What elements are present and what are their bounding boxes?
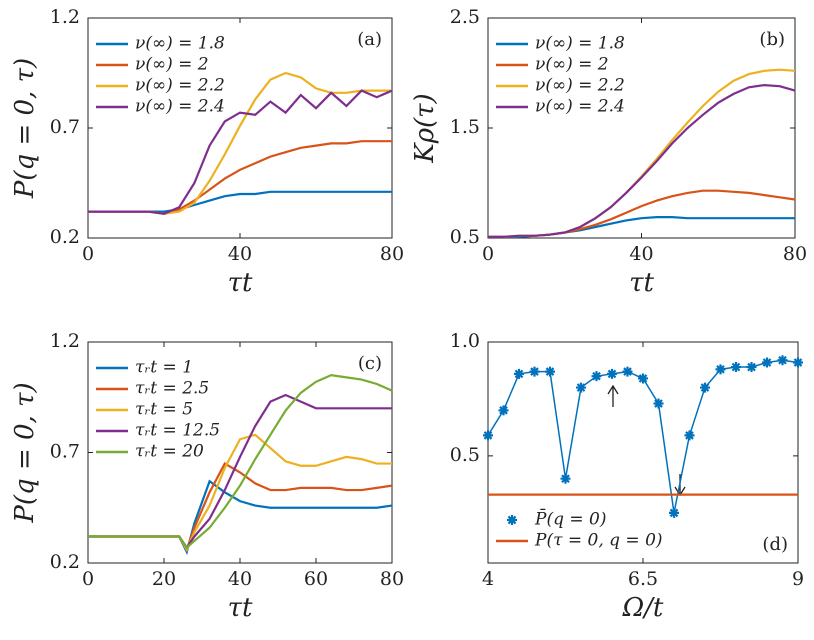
legend-label: τᵣt = 12.5 xyxy=(135,421,220,441)
panel-label: (b) xyxy=(759,29,785,50)
marker xyxy=(746,362,757,373)
legend-label: τᵣt = 2.5 xyxy=(135,379,209,399)
marker xyxy=(529,366,540,377)
x-tick-label: 40 xyxy=(629,243,653,265)
x-tick-label: 0 xyxy=(82,568,94,590)
y-tick-label: 1.0 xyxy=(450,330,480,352)
panel-label: (a) xyxy=(357,29,382,50)
x-tick-label: 9 xyxy=(792,568,804,590)
x-tick-label: 0 xyxy=(482,243,494,265)
x-tick-label: 6.5 xyxy=(628,568,658,590)
y-tick-label: 2.5 xyxy=(450,6,480,28)
marker xyxy=(560,473,571,484)
y-tick-label: 0.7 xyxy=(50,116,80,138)
marker xyxy=(715,364,726,375)
legend-label: P̄(q = 0) xyxy=(534,507,606,529)
marker xyxy=(731,362,741,373)
arrows xyxy=(607,384,686,497)
x-tick-label: 20 xyxy=(152,568,176,590)
x-axis-label: τt xyxy=(228,268,253,298)
series-line xyxy=(88,190,392,213)
series-line xyxy=(88,374,393,550)
legend-label: τᵣt = 1 xyxy=(135,358,193,378)
series-line xyxy=(488,189,796,238)
legend-label: P(τ = 0, q = 0) xyxy=(534,531,663,551)
x-tick-label: 40 xyxy=(228,243,252,265)
x-tick-label: 80 xyxy=(380,243,404,265)
series-line xyxy=(88,433,392,553)
x-tick-label: 4 xyxy=(482,568,494,590)
marker xyxy=(762,357,772,368)
x-tick-label: 80 xyxy=(380,568,404,590)
up-arrow xyxy=(607,384,619,407)
x-tick-label: 60 xyxy=(304,568,328,590)
legend-label: ν(∞) = 2.4 xyxy=(135,97,225,117)
marker xyxy=(638,373,648,384)
marker xyxy=(793,357,803,368)
x-axis-label: τt xyxy=(629,268,654,298)
y-axis-label: Kρ(τ) xyxy=(410,93,440,163)
y-tick-label: 0.5 xyxy=(450,444,480,466)
y-tick-label: 1.5 xyxy=(450,116,480,138)
legend-label: ν(∞) = 2.2 xyxy=(535,76,625,96)
marker xyxy=(545,366,555,377)
marker xyxy=(700,382,710,393)
axes-frame xyxy=(87,341,393,564)
y-tick-label: 1.2 xyxy=(50,330,80,352)
legend-label: ν(∞) = 2 xyxy=(135,55,209,75)
legend-label: ν(∞) = 2.4 xyxy=(535,97,625,117)
marker xyxy=(483,430,493,441)
marker xyxy=(514,368,524,379)
marker xyxy=(576,382,586,393)
marker xyxy=(653,398,664,409)
y-tick-label: 0.7 xyxy=(50,441,80,463)
marker xyxy=(777,355,788,366)
marker xyxy=(669,507,679,518)
y-tick-label: 0.2 xyxy=(50,226,80,248)
legend-label: ν(∞) = 2.2 xyxy=(135,76,225,96)
legend-label: τᵣt = 20 xyxy=(135,442,204,462)
y-axis-label: P(q = 0, τ) xyxy=(10,382,40,523)
y-axis-label: P(q = 0, τ) xyxy=(10,58,40,199)
marker xyxy=(622,366,633,377)
legend-label: ν(∞) = 1.8 xyxy=(535,34,625,54)
x-tick-label: 80 xyxy=(783,243,807,265)
y-tick-label: 0.2 xyxy=(50,551,80,573)
marker xyxy=(591,371,602,382)
x-tick-label: 0 xyxy=(82,243,94,265)
marker xyxy=(607,368,617,379)
y-tick-label: 1.2 xyxy=(50,6,80,28)
marker xyxy=(498,405,509,416)
legend-label: ν(∞) = 1.8 xyxy=(135,34,225,54)
x-tick-label: 40 xyxy=(228,568,252,590)
y-tick-label: 0.5 xyxy=(450,226,480,248)
legend-label: τᵣt = 5 xyxy=(135,400,193,420)
legend-marker xyxy=(507,515,517,525)
series-line xyxy=(88,89,393,215)
series-line xyxy=(488,83,796,238)
x-axis-label: τt xyxy=(228,593,253,623)
series-line xyxy=(88,479,393,556)
panel-label: (c) xyxy=(358,353,382,374)
x-axis-label: Ω/t xyxy=(622,593,664,623)
marker xyxy=(684,430,695,441)
panel-label: (d) xyxy=(762,534,788,555)
series-line xyxy=(88,140,392,215)
legend-label: ν(∞) = 2 xyxy=(535,55,609,75)
